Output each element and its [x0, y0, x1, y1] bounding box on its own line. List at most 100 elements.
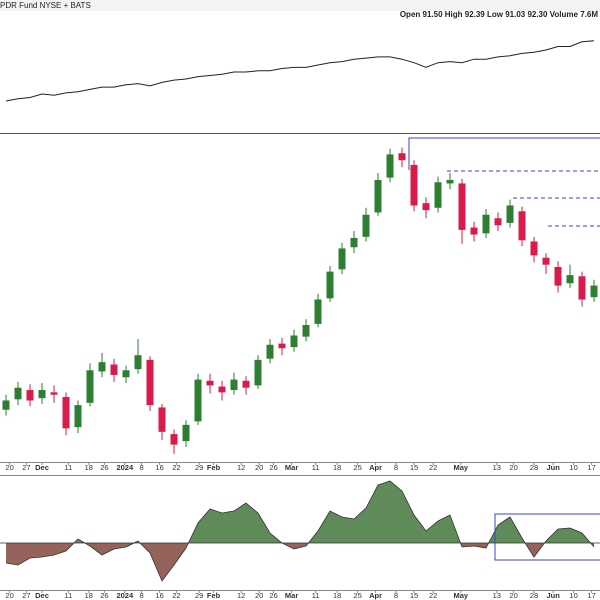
candle-body — [542, 257, 550, 265]
plot: 20 20 27 27 Dec Dec 11 11 18 18 26 26 2024 2024 8 8 16 16… — [0, 40, 600, 600]
indicator-area-negative — [6, 543, 594, 581]
indicator-area-positive — [6, 481, 594, 543]
x-tick-label: 8 — [394, 591, 398, 600]
candle-body — [266, 344, 274, 359]
candle-body — [518, 211, 526, 241]
candle-body — [554, 267, 562, 286]
candle-body — [98, 362, 106, 372]
candle-body — [290, 335, 298, 348]
candle-body — [566, 275, 574, 284]
x-tick-label: 17 — [587, 591, 595, 600]
x-tick-label: 11 — [312, 463, 320, 472]
x-tick-label: 8 — [394, 463, 398, 472]
candle-body — [374, 179, 382, 213]
x-tick-label: 2024 — [116, 591, 134, 600]
x-tick-label: 8 — [140, 591, 144, 600]
x-tick-label: 15 — [410, 463, 418, 472]
candle-body — [578, 276, 586, 300]
x-tick-label: 12 — [237, 591, 245, 600]
x-tick-label: Apr — [369, 463, 382, 472]
candle-body — [110, 364, 118, 375]
x-tick-label: Mar — [285, 591, 298, 600]
candle-body — [134, 355, 142, 370]
x-tick-label: 28 — [530, 591, 538, 600]
x-tick-label: 27 — [22, 463, 30, 472]
x-tick-label: 8 — [140, 463, 144, 472]
x-tick-label: 22 — [172, 463, 180, 472]
x-tick-label: Dec — [35, 591, 49, 600]
x-tick-label: Apr — [369, 591, 382, 600]
x-tick-label: May — [454, 463, 469, 472]
x-tick-label: 22 — [429, 591, 437, 600]
x-tick-label: 18 — [85, 591, 93, 600]
header-bar — [0, 0, 600, 11]
x-tick-label: 20 — [5, 463, 13, 472]
candle-body — [506, 205, 514, 223]
x-tick-label: Jun — [547, 463, 561, 472]
x-tick-label: 2024 — [116, 463, 134, 472]
candle-body — [74, 405, 82, 428]
candle-body — [62, 397, 70, 429]
candle-body — [362, 214, 370, 237]
candle-body — [218, 386, 226, 393]
candle-body — [38, 390, 46, 399]
candle-body — [350, 237, 358, 248]
candle-body — [182, 424, 190, 442]
x-tick-label: 20 — [509, 463, 517, 472]
candle-body — [242, 380, 250, 388]
x-tick-label: May — [454, 591, 469, 600]
candle-body — [302, 325, 310, 337]
x-tick-label: 20 — [5, 591, 13, 600]
candle-body — [530, 241, 538, 256]
x-tick-label: Jun — [547, 591, 561, 600]
x-tick-label: 11 — [65, 591, 73, 600]
candle-body — [422, 203, 430, 211]
x-tick-label: 29 — [195, 591, 203, 600]
x-tick-label: 20 — [509, 591, 517, 600]
x-tick-label: Feb — [207, 463, 221, 472]
rs-line — [5, 40, 595, 102]
candle-body — [338, 248, 346, 270]
candle-body — [146, 359, 154, 406]
x-tick-label: 16 — [155, 591, 163, 600]
candle-body — [122, 370, 130, 378]
x-tick-label: 15 — [410, 591, 418, 600]
x-tick-label: 12 — [237, 463, 245, 472]
header-quote: Open 91.50 High 92.39 Low 91.03 92.30 Vo… — [400, 10, 598, 19]
x-tick-label: 16 — [155, 463, 163, 472]
x-tick-label: Mar — [285, 463, 298, 472]
x-tick-label: Dec — [35, 463, 49, 472]
x-tick-label: 18 — [85, 463, 93, 472]
candle-body — [494, 218, 502, 226]
candle-body — [230, 379, 238, 391]
x-tick-label: 26 — [100, 463, 108, 472]
x-tick-label: 28 — [530, 463, 538, 472]
x-tick-label: 26 — [269, 463, 277, 472]
candle-body — [410, 164, 418, 206]
x-tick-label: 25 — [353, 463, 361, 472]
x-tick-label: 20 — [255, 591, 263, 600]
candle-body — [458, 183, 466, 230]
candle-body — [434, 182, 442, 208]
x-tick-label: 22 — [429, 463, 437, 472]
candle-body — [470, 227, 478, 235]
candle-body — [2, 400, 10, 410]
header-title: PDR Fund NYSE + BATS — [0, 1, 91, 10]
x-tick-label: 22 — [172, 591, 180, 600]
x-tick-label: 27 — [22, 591, 30, 600]
candle-body — [446, 179, 454, 184]
x-tick-label: 18 — [333, 591, 341, 600]
x-tick-label: 17 — [587, 463, 595, 472]
x-tick-label: 13 — [493, 591, 501, 600]
x-tick-label: 26 — [100, 591, 108, 600]
x-tick-label: 18 — [333, 463, 341, 472]
resistance-box — [408, 137, 600, 170]
x-tick-label: 20 — [255, 463, 263, 472]
candle-body — [278, 343, 286, 349]
candle-body — [170, 434, 178, 445]
candle-body — [254, 359, 262, 386]
candle-body — [26, 390, 34, 401]
candle-body — [386, 154, 394, 178]
x-tick-label: 11 — [65, 463, 73, 472]
candle-body — [14, 387, 22, 400]
